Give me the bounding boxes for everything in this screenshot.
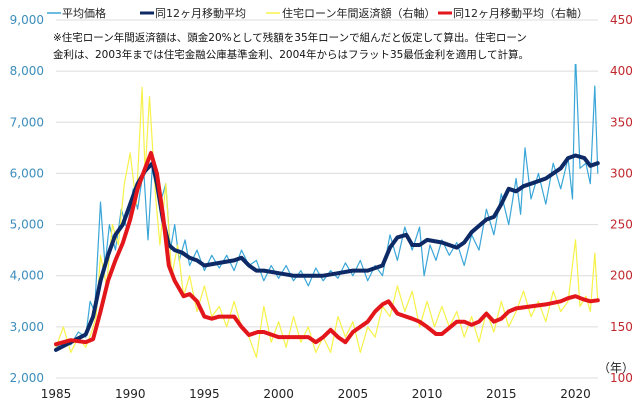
x-unit-label: （年）	[598, 361, 634, 375]
left-tick-label: 3,000	[10, 320, 44, 334]
right-axis-ticks: 100 150 200 250 300 350 400 450	[610, 13, 633, 385]
right-tick-label: 200	[610, 269, 633, 283]
right-tick-label: 350	[610, 115, 633, 129]
x-tick-label: 1985	[41, 387, 72, 401]
note-line-1: ※住宅ローン年間返済額は、頭金20%として残額を35年ローンで組んだと仮定して算…	[53, 31, 527, 44]
x-tick-label: 2005	[338, 387, 369, 401]
x-axis-ticks: 1985 1990 1995 2000 2005 2010 2015 2020	[41, 387, 591, 401]
series-lines	[54, 54, 600, 359]
legend-loan-ma: 同12ヶ月移動平均（右軸）	[453, 6, 588, 20]
legend-price: 平均価格	[62, 6, 106, 20]
right-tick-label: 250	[610, 218, 633, 232]
right-tick-label: 100	[610, 371, 633, 385]
x-tick-label: 2010	[412, 387, 443, 401]
left-tick-label: 5,000	[10, 218, 44, 232]
legend-price-ma: 同12ヶ月移動平均	[155, 6, 246, 20]
right-tick-label: 150	[610, 320, 633, 334]
note-line-2: 金利は、2003年までは住宅金融公庫基準金利、2004年からはフラット35最低金…	[53, 48, 529, 61]
legend: 平均価格 同12ヶ月移動平均 住宅ローン年間返済額（右軸） 同12ヶ月移動平均（…	[47, 6, 588, 20]
left-tick-label: 7,000	[10, 115, 44, 129]
left-tick-label: 6,000	[10, 166, 44, 180]
series-line-3	[54, 151, 600, 347]
x-tick-label: 2015	[486, 387, 517, 401]
left-tick-label: 9,000	[10, 13, 44, 27]
x-tick-label: 1990	[115, 387, 146, 401]
right-tick-label: 400	[610, 64, 633, 78]
legend-loan: 住宅ローン年間返済額（右軸）	[282, 6, 435, 20]
x-tick-label: 2000	[263, 387, 294, 401]
right-tick-label: 450	[610, 13, 633, 27]
x-tick-label: 1995	[189, 387, 220, 401]
x-tick-label: 2020	[560, 387, 591, 401]
right-tick-label: 300	[610, 166, 633, 180]
note: ※住宅ローン年間返済額は、頭金20%として残額を35年ローンで組んだと仮定して算…	[50, 26, 590, 64]
left-tick-label: 4,000	[10, 269, 44, 283]
left-axis-ticks: 2,000 3,000 4,000 5,000 6,000 7,000 8,000 9,000	[10, 13, 44, 385]
series-line-2	[55, 86, 599, 359]
series-line-0	[55, 54, 599, 348]
left-tick-label: 8,000	[10, 64, 44, 78]
left-tick-label: 2,000	[10, 371, 44, 385]
gridlines	[56, 19, 598, 379]
